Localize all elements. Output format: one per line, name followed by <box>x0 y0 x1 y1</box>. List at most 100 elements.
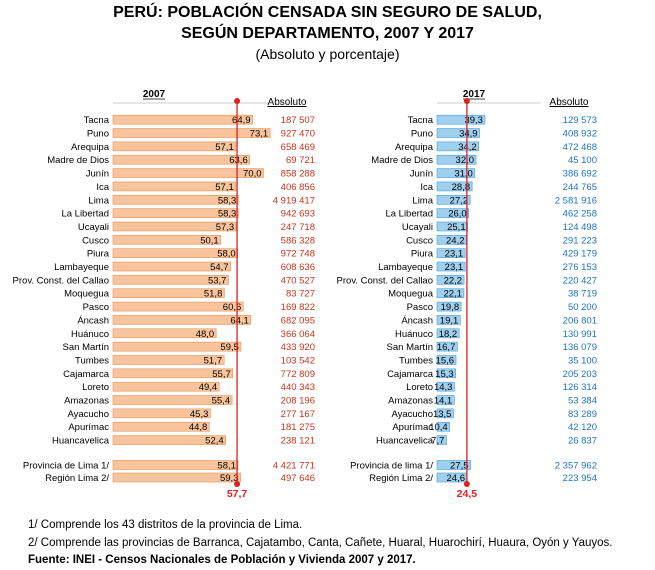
region-absolute-label-2017: 276 153 <box>563 262 597 273</box>
region-value-label-2007: 64,9 <box>232 115 251 126</box>
region-value-label-2007: 60,6 <box>223 302 242 313</box>
region-absolute-label-2007: 586 328 <box>281 235 315 246</box>
region-value-label-2007: 58,3 <box>218 195 237 206</box>
region-bar-2017 <box>436 315 461 325</box>
reference-marker-top-2017 <box>463 98 470 104</box>
aggregate-value-label-2007: 59,3 <box>220 473 239 484</box>
reference-value-label-2017: 24,5 <box>457 488 478 500</box>
region-value-label-2007: 51,7 <box>204 355 223 366</box>
region-bar-2017 <box>436 301 462 312</box>
region-value-label-2017: 23,1 <box>445 262 464 273</box>
aggregate-bar-2017 <box>436 460 471 470</box>
region-absolute-label-2007: 277 167 <box>281 409 315 420</box>
region-bar-2007 <box>112 208 239 218</box>
region-absolute-label-2017: 291 223 <box>563 235 597 246</box>
region-category-label-2007: Tacna <box>84 115 110 126</box>
region-category-label-2007: Ayacucho <box>67 409 109 420</box>
region-bar-2007 <box>112 261 231 272</box>
region-bar-2017 <box>436 168 476 178</box>
chart-area: 2007 Absoluto Tacna 64,9 187 507 Puno 73,1 927 … <box>13 89 597 500</box>
region-category-label-2017: Madre de Dios <box>371 155 433 166</box>
region-category-label-2017: Ica <box>420 182 433 193</box>
aggregate-value-label-2007: 58,1 <box>217 461 236 472</box>
region-category-label-2007: Ucayali <box>78 222 109 233</box>
region-value-label-2007: 52,4 <box>205 436 224 447</box>
region-absolute-label-2017: 42 120 <box>568 422 597 433</box>
region-bar-2007 <box>112 435 226 445</box>
region-value-label-2007: 64,1 <box>230 315 249 326</box>
region-bar-2017 <box>436 261 466 272</box>
region-bar-2017 <box>436 208 470 218</box>
region-category-label-2017: Huánuco <box>395 329 433 340</box>
region-bar-2007 <box>112 221 237 232</box>
region-value-label-2007: 58,0 <box>217 249 236 260</box>
region-absolute-label-2007: 682 095 <box>281 315 315 326</box>
region-bar-2007 <box>112 408 211 419</box>
region-absolute-label-2007: 406 856 <box>281 182 315 193</box>
region-absolute-label-2007: 433 920 <box>281 342 315 353</box>
region-category-label-2017: Lima <box>412 195 433 206</box>
region-bar-2007 <box>112 194 239 205</box>
region-value-label-2007: 53,7 <box>208 275 227 286</box>
region-value-label-2007: 57,3 <box>216 222 235 233</box>
region-bar-2017 <box>436 368 456 379</box>
region-absolute-label-2017: 462 258 <box>563 209 597 220</box>
region-bar-2007 <box>112 395 233 405</box>
region-value-label-2007: 70,0 <box>243 169 262 180</box>
region-value-label-2017: 31,0 <box>454 169 473 180</box>
region-category-label-2007: San Martín <box>63 342 109 353</box>
region-value-label-2007: 55,4 <box>212 396 231 407</box>
region-category-label-2017: Puno <box>411 129 433 140</box>
aggregate-bar-2007 <box>112 460 239 470</box>
region-value-label-2007: 57,1 <box>215 182 234 193</box>
region-bar-2017 <box>436 381 455 392</box>
region-absolute-label-2007: 366 064 <box>281 329 315 340</box>
region-absolute-label-2017: 50 200 <box>568 302 597 313</box>
region-absolute-label-2017: 83 289 <box>568 409 597 420</box>
region-value-label-2017: 15,3 <box>435 369 454 380</box>
region-value-label-2017: 13,5 <box>433 409 452 420</box>
region-value-label-2007: 50,1 <box>200 235 219 246</box>
region-absolute-label-2017: 126 314 <box>563 382 597 393</box>
region-value-label-2017: 28,8 <box>452 182 471 193</box>
region-absolute-label-2007: 972 748 <box>281 249 315 260</box>
region-category-label-2017: San Martín <box>387 342 433 353</box>
region-category-label-2007: Cusco <box>82 235 109 246</box>
region-bar-2007 <box>112 235 222 245</box>
chart-subtitle: (Absoluto y porcentaje) <box>255 46 400 62</box>
aggregate-absolute-label-2017: 223 954 <box>563 473 597 484</box>
region-category-label-2007: Lambayeque <box>54 262 109 273</box>
region-category-label-2007: Junín <box>86 169 109 180</box>
region-category-label-2017: Cajamarca <box>387 369 434 380</box>
region-category-label-2017: La Libertad <box>385 209 433 220</box>
region-bar-2007 <box>112 141 237 152</box>
region-bar-2017 <box>436 221 468 232</box>
region-category-label-2017: Lambayeque <box>378 262 433 273</box>
region-absolute-label-2007: 440 343 <box>281 382 315 393</box>
region-absolute-label-2017: 220 427 <box>563 275 597 286</box>
region-value-label-2017: 22,1 <box>443 289 462 300</box>
region-value-label-2017: 39,3 <box>464 115 483 126</box>
region-absolute-label-2007: 103 542 <box>281 355 315 366</box>
region-category-label-2007: Cajamarca <box>63 369 110 380</box>
region-value-label-2007: 58,3 <box>218 209 237 220</box>
region-bar-2007 <box>112 288 225 299</box>
region-bar-2017 <box>436 355 457 365</box>
region-bar-2007 <box>112 275 229 285</box>
region-category-label-2017: Moquegua <box>388 289 434 300</box>
region-category-label-2007: Áncash <box>77 315 109 326</box>
region-absolute-label-2007: 927 470 <box>281 129 315 140</box>
region-value-label-2017: 16,7 <box>437 342 456 353</box>
region-value-label-2017: 23,1 <box>445 249 464 260</box>
region-bar-2017 <box>436 128 480 138</box>
aggregate-category-label-2007: Región Lima 2/ <box>45 473 109 484</box>
region-category-label-2007: Amazonas <box>64 396 109 407</box>
region-absolute-label-2007: 83 727 <box>286 289 315 300</box>
chart-title-line1: PERÚ: POBLACIÓN CENSADA SIN SEGURO DE SA… <box>113 4 542 21</box>
chart-title-line2: SEGÚN DEPARTAMENTO, 2007 Y 2017 <box>181 25 474 42</box>
region-absolute-label-2017: 26 837 <box>568 436 597 447</box>
region-absolute-label-2017: 472 468 <box>563 142 597 153</box>
region-bar-2017 <box>436 141 480 152</box>
region-bar-2007 <box>112 128 271 138</box>
region-bar-2007 <box>112 154 251 165</box>
